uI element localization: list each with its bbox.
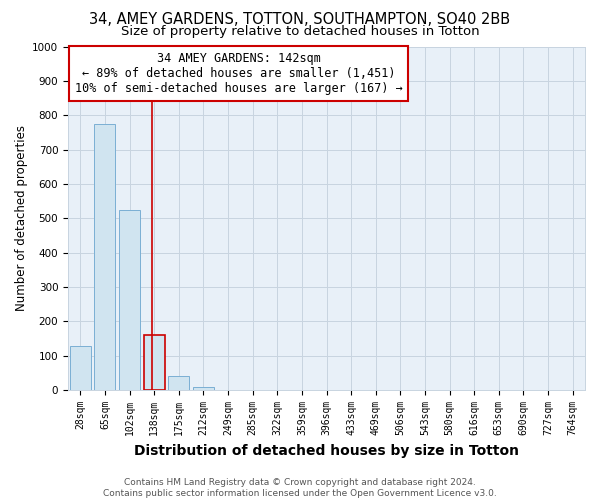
Text: Contains HM Land Registry data © Crown copyright and database right 2024.
Contai: Contains HM Land Registry data © Crown c… bbox=[103, 478, 497, 498]
Bar bbox=[94, 124, 115, 390]
Text: Size of property relative to detached houses in Totton: Size of property relative to detached ho… bbox=[121, 25, 479, 38]
Bar bbox=[70, 346, 91, 390]
Y-axis label: Number of detached properties: Number of detached properties bbox=[15, 126, 28, 312]
Text: 34, AMEY GARDENS, TOTTON, SOUTHAMPTON, SO40 2BB: 34, AMEY GARDENS, TOTTON, SOUTHAMPTON, S… bbox=[89, 12, 511, 28]
Bar bbox=[144, 335, 164, 390]
Text: 34 AMEY GARDENS: 142sqm
← 89% of detached houses are smaller (1,451)
10% of semi: 34 AMEY GARDENS: 142sqm ← 89% of detache… bbox=[75, 52, 403, 94]
Bar bbox=[169, 376, 189, 390]
Bar bbox=[119, 210, 140, 390]
Bar bbox=[193, 387, 214, 390]
X-axis label: Distribution of detached houses by size in Totton: Distribution of detached houses by size … bbox=[134, 444, 519, 458]
